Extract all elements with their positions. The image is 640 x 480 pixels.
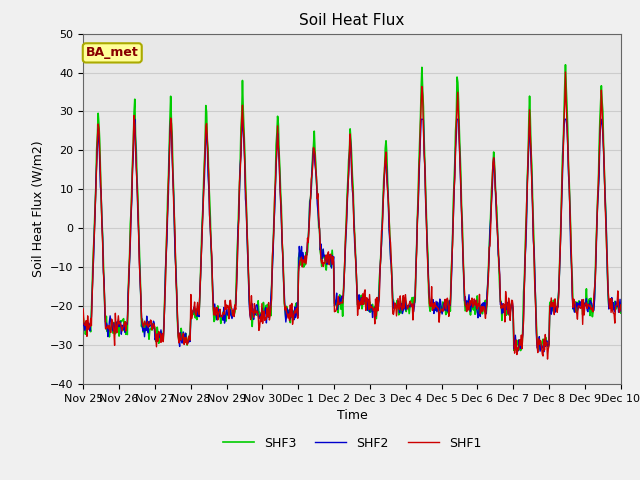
SHF2: [617, 308, 625, 314]
Line: SHF1: SHF1: [83, 72, 621, 359]
SHF2: [434, 299, 442, 305]
SHF3: [199, 206, 207, 212]
Title: Soil Heat Flux: Soil Heat Flux: [300, 13, 404, 28]
SHF1: [417, 101, 425, 107]
SHF3: [227, 312, 235, 317]
SHF2: [131, 116, 139, 122]
Line: SHF3: SHF3: [83, 65, 621, 350]
SHF1: [544, 356, 552, 362]
Text: BA_met: BA_met: [86, 47, 139, 60]
SHF1: [227, 304, 235, 310]
SHF2: [145, 319, 153, 324]
SHF1: [433, 304, 441, 310]
X-axis label: Time: Time: [337, 409, 367, 422]
SHF3: [417, 86, 425, 92]
SHF3: [433, 308, 441, 313]
SHF2: [79, 323, 87, 328]
SHF2: [228, 316, 236, 322]
SHF1: [79, 306, 87, 312]
SHF2: [200, 187, 207, 193]
SHF1: [562, 69, 570, 75]
SHF3: [145, 327, 152, 333]
SHF3: [89, 258, 97, 264]
Legend: SHF3, SHF2, SHF1: SHF3, SHF2, SHF1: [218, 432, 486, 455]
SHF3: [516, 348, 524, 353]
SHF3: [617, 310, 625, 316]
SHF2: [89, 269, 97, 275]
SHF1: [617, 302, 625, 308]
Line: SHF2: SHF2: [83, 119, 621, 352]
Y-axis label: Soil Heat Flux (W/m2): Soil Heat Flux (W/m2): [31, 141, 44, 277]
SHF3: [79, 314, 87, 320]
SHF2: [540, 349, 548, 355]
SHF1: [89, 271, 97, 277]
SHF1: [199, 211, 207, 216]
SHF1: [145, 324, 152, 330]
SHF3: [562, 62, 570, 68]
SHF2: [418, 116, 426, 122]
